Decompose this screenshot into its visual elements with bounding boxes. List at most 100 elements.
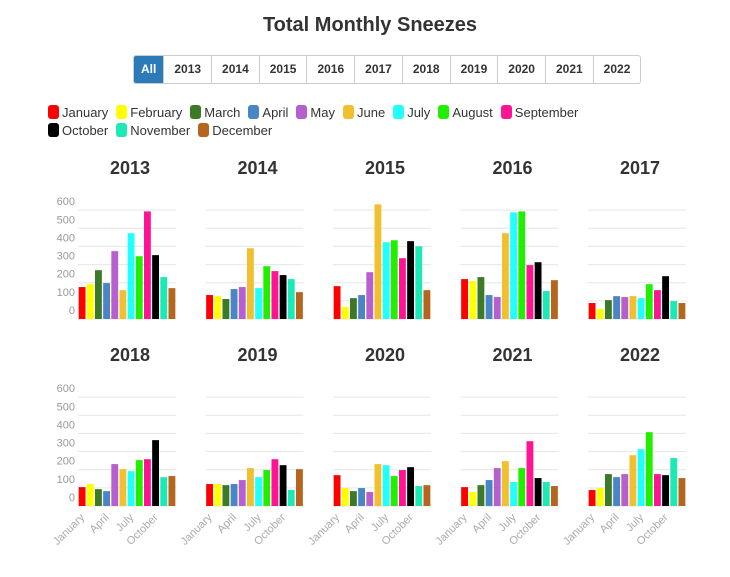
legend-item[interactable]: July xyxy=(393,104,430,120)
bar xyxy=(119,469,127,506)
bar xyxy=(135,460,143,506)
bar xyxy=(295,292,303,319)
bar xyxy=(423,290,431,319)
filter-button[interactable]: 2020 xyxy=(497,56,545,83)
bar xyxy=(374,464,382,506)
legend-item[interactable]: February xyxy=(116,104,182,120)
bar xyxy=(271,459,279,506)
bar xyxy=(662,276,670,319)
bar xyxy=(255,477,263,506)
filter-button[interactable]: 2016 xyxy=(306,56,354,83)
bar xyxy=(349,298,357,319)
bar xyxy=(485,480,493,506)
bar xyxy=(670,301,678,319)
bar xyxy=(263,470,271,506)
bar xyxy=(287,279,295,319)
legend-swatch xyxy=(296,105,308,119)
bar xyxy=(501,461,509,506)
bar xyxy=(86,284,94,319)
legend-item[interactable]: May xyxy=(296,104,335,120)
chart-title: 2016 xyxy=(492,158,532,178)
legend-swatch xyxy=(500,105,512,119)
bar xyxy=(168,476,176,506)
chart-title: 2022 xyxy=(620,345,660,365)
page-title: Total Monthly Sneezes xyxy=(262,14,478,36)
filter-button[interactable]: 2014 xyxy=(211,56,259,83)
y-tick-label: 300 xyxy=(57,438,75,450)
chart-title: 2013 xyxy=(110,158,150,178)
bar xyxy=(510,212,518,319)
bar xyxy=(542,482,550,506)
bar xyxy=(477,485,485,506)
y-tick-label: 400 xyxy=(57,232,75,244)
bar xyxy=(349,491,357,506)
x-tick-label: April xyxy=(343,512,367,536)
bar xyxy=(621,474,629,506)
y-tick-label: 300 xyxy=(57,251,75,263)
bar xyxy=(653,290,661,319)
filter-button[interactable]: 2018 xyxy=(401,56,450,83)
legend-label: November xyxy=(130,122,191,138)
bar xyxy=(390,476,398,506)
bar xyxy=(550,280,558,319)
bar xyxy=(637,449,645,506)
bar xyxy=(238,480,246,506)
bar xyxy=(255,288,263,319)
legend-item[interactable]: December xyxy=(198,122,272,138)
bar xyxy=(119,290,127,319)
x-tick-label: April xyxy=(88,512,112,536)
y-tick-label: 400 xyxy=(57,419,75,431)
bar xyxy=(127,233,135,319)
bar xyxy=(415,246,423,319)
bar xyxy=(135,256,143,319)
bar xyxy=(230,484,238,506)
legend-label: June xyxy=(356,104,386,120)
legend-label: March xyxy=(204,104,241,120)
filter-button[interactable]: 2013 xyxy=(163,56,211,83)
bar xyxy=(295,469,303,506)
bar xyxy=(230,289,238,319)
legend-item[interactable]: September xyxy=(500,104,578,120)
bar xyxy=(653,474,661,506)
legend-item[interactable]: August xyxy=(438,104,493,120)
legend-item[interactable]: November xyxy=(116,122,190,138)
bar xyxy=(461,279,469,319)
filter-button[interactable]: 2022 xyxy=(592,56,641,83)
filter-button[interactable]: 2021 xyxy=(544,56,593,83)
legend-item[interactable]: June xyxy=(342,104,386,120)
bar xyxy=(214,484,222,506)
bar xyxy=(152,440,160,506)
bar xyxy=(374,204,382,319)
bar xyxy=(333,286,341,319)
legend-item[interactable]: October xyxy=(48,122,108,138)
filter-button[interactable]: 2019 xyxy=(449,56,498,83)
filter-button[interactable]: 2015 xyxy=(258,56,307,83)
chart-title: 2020 xyxy=(365,345,405,365)
bar xyxy=(103,491,111,506)
bar xyxy=(645,432,653,506)
bar xyxy=(588,490,596,506)
bar xyxy=(86,484,94,506)
bar xyxy=(366,272,374,319)
filter-button[interactable]: 2017 xyxy=(354,56,402,83)
legend-swatch xyxy=(116,123,128,137)
legend-label: February xyxy=(130,104,183,120)
bar xyxy=(333,475,341,506)
bar xyxy=(206,484,214,506)
bar xyxy=(629,296,637,319)
bar xyxy=(94,489,102,506)
bar xyxy=(604,300,612,319)
bar xyxy=(407,467,415,506)
legend-item[interactable]: March xyxy=(190,104,240,120)
chart-title: 2017 xyxy=(620,158,660,178)
bar xyxy=(246,248,254,319)
bar xyxy=(621,297,629,319)
bar xyxy=(238,287,246,319)
bar xyxy=(501,233,509,319)
legend-item[interactable]: January xyxy=(48,104,108,120)
legend-swatch xyxy=(248,105,260,119)
legend-item[interactable]: April xyxy=(248,104,288,120)
filter-button[interactable]: All xyxy=(134,56,164,83)
bar xyxy=(662,475,670,506)
